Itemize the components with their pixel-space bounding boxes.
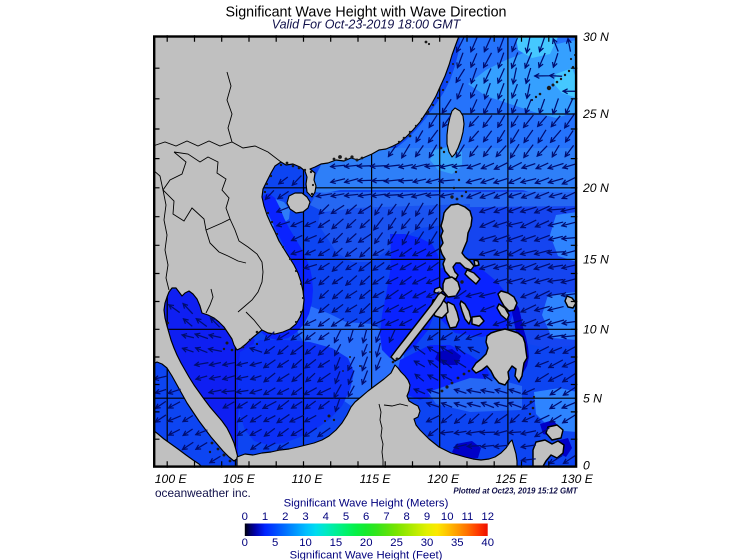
svg-text:10: 10 [299, 537, 312, 549]
svg-text:12: 12 [481, 511, 494, 523]
svg-text:10: 10 [441, 511, 454, 523]
svg-text:Plotted at Oct23, 2019 15:12 G: Plotted at Oct23, 2019 15:12 GMT [453, 487, 578, 496]
svg-text:8: 8 [404, 511, 410, 523]
svg-text:110 E: 110 E [292, 472, 324, 486]
svg-text:30: 30 [421, 537, 434, 549]
svg-text:3: 3 [302, 511, 308, 523]
svg-text:120 E: 120 E [427, 472, 460, 486]
svg-text:Significant Wave Height (Feet): Significant Wave Height (Feet) [290, 550, 443, 560]
svg-text:5 N: 5 N [583, 391, 602, 405]
svg-text:Significant Wave Height with W: Significant Wave Height with Wave Direct… [225, 5, 506, 21]
svg-text:0: 0 [583, 459, 590, 473]
svg-text:oceanweather inc.: oceanweather inc. [155, 486, 251, 500]
svg-text:Significant Wave Height (Meter: Significant Wave Height (Meters) [284, 498, 449, 510]
svg-text:115 E: 115 E [360, 472, 392, 486]
svg-text:25 N: 25 N [582, 107, 609, 121]
svg-text:35: 35 [451, 537, 464, 549]
svg-text:25: 25 [390, 537, 403, 549]
svg-text:15: 15 [330, 537, 343, 549]
svg-text:10 N: 10 N [583, 323, 609, 337]
svg-text:30 N: 30 N [583, 30, 609, 44]
svg-text:6: 6 [363, 511, 369, 523]
svg-text:100 E: 100 E [155, 472, 188, 486]
svg-text:9: 9 [424, 511, 430, 523]
svg-text:0: 0 [242, 511, 248, 523]
svg-text:130 E: 130 E [561, 472, 594, 486]
svg-text:125 E: 125 E [495, 472, 528, 486]
svg-text:2: 2 [282, 511, 288, 523]
svg-text:7: 7 [383, 511, 389, 523]
svg-text:105 E: 105 E [223, 472, 256, 486]
svg-text:20 N: 20 N [582, 181, 609, 195]
svg-text:0: 0 [242, 537, 248, 549]
svg-text:11: 11 [462, 511, 474, 523]
svg-text:1: 1 [262, 511, 268, 523]
svg-text:5: 5 [272, 537, 278, 549]
svg-text:20: 20 [360, 537, 373, 549]
svg-text:15 N: 15 N [583, 253, 609, 267]
svg-text:4: 4 [323, 511, 329, 523]
svg-text:Valid For Oct-23-2019 18:00 GM: Valid For Oct-23-2019 18:00 GMT [272, 18, 462, 32]
svg-text:40: 40 [481, 537, 494, 549]
svg-text:5: 5 [343, 511, 349, 523]
